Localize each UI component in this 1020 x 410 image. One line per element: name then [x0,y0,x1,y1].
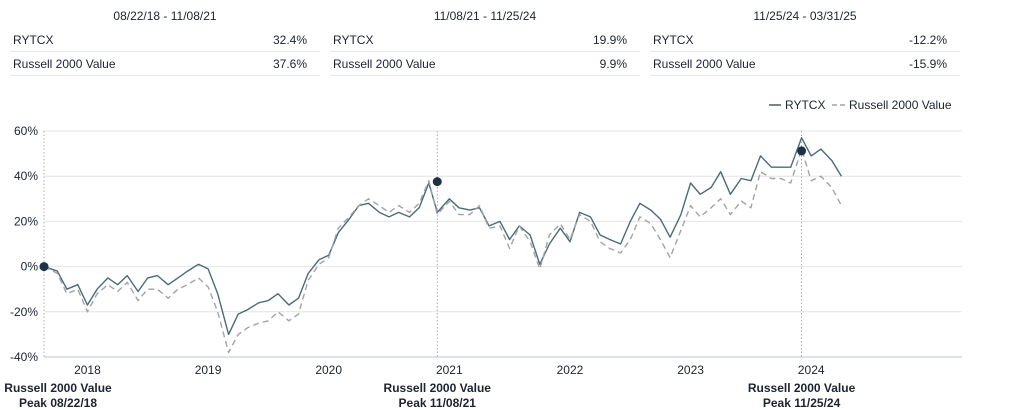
period-returns-table: 08/22/18 - 11/08/21 RYTCX 32.4% Russell … [0,0,1020,80]
period-range: 11/25/24 - 03/31/25 [753,9,857,23]
peak-marker [432,177,442,187]
index-return: 37.6% [272,57,307,71]
x-tick-label: 2018 [74,363,101,377]
period-range: 11/08/21 - 11/25/24 [433,9,537,23]
peak-label-line2: Peak 11/08/21 [399,396,477,410]
index-return: -15.9% [908,57,947,71]
y-tick-label: 0% [21,260,39,274]
fund-return: 32.4% [272,33,307,47]
fund-row: RYTCX 32.4% [10,29,320,52]
fund-name: RYTCX [333,33,374,47]
fund-row: RYTCX -12.2% [650,29,960,52]
y-tick-label: 60% [14,124,38,138]
x-tick-label: 2023 [677,363,704,377]
fund-return: -12.2% [908,33,947,47]
fund-row: RYTCX 19.9% [330,29,640,52]
peak-label-line1: Russell 2000 Value [4,381,112,395]
y-tick-label: 40% [14,169,38,183]
peak-label-line1: Russell 2000 Value [748,381,856,395]
y-tick-label: 20% [14,214,38,228]
series-line-russell-2000-value [43,148,843,354]
index-name: Russell 2000 Value [653,57,756,71]
peak-label-line2: Peak 08/22/18 [19,396,97,410]
x-tick-label: 2024 [798,363,825,377]
peak-marker [39,262,49,272]
fund-return: 19.9% [592,33,627,47]
index-name: Russell 2000 Value [13,57,116,71]
peak-label-line2: Peak 11/25/24 [763,396,841,410]
index-row: Russell 2000 Value 9.9% [330,53,640,76]
performance-line-chart: -40% -20% 0% 20% 40% 60% 2018 2019 2020 2021 2022 2… [4,98,962,410]
x-tick-label: 2019 [195,363,222,377]
fund-name: RYTCX [653,33,694,47]
period-range: 08/22/18 - 11/08/21 [113,9,217,23]
peak-marker [797,146,807,156]
peak-label-line1: Russell 2000 Value [384,381,492,395]
series-line-rytcx [43,137,842,336]
x-tick-label: 2022 [557,363,584,377]
y-tick-label: -40% [10,350,38,364]
index-row: Russell 2000 Value -15.9% [650,53,960,76]
index-row: Russell 2000 Value 37.6% [10,53,320,76]
period-block-2: 11/08/21 - 11/25/24 RYTCX 19.9% Russell … [330,0,640,80]
y-tick-label: -20% [10,305,38,319]
period-block-3: 11/25/24 - 03/31/25 RYTCX -12.2% Russell… [650,0,960,80]
index-return: 9.9% [599,57,627,71]
x-tick-label: 2020 [315,363,342,377]
index-name: Russell 2000 Value [333,57,436,71]
fund-name: RYTCX [13,33,54,47]
legend-label-rytcx: RYTCX [785,98,825,112]
x-tick-label: 2021 [436,363,463,377]
legend-label-russell-2000-value: Russell 2000 Value [849,98,952,112]
period-block-1: 08/22/18 - 11/08/21 RYTCX 32.4% Russell … [10,0,320,80]
